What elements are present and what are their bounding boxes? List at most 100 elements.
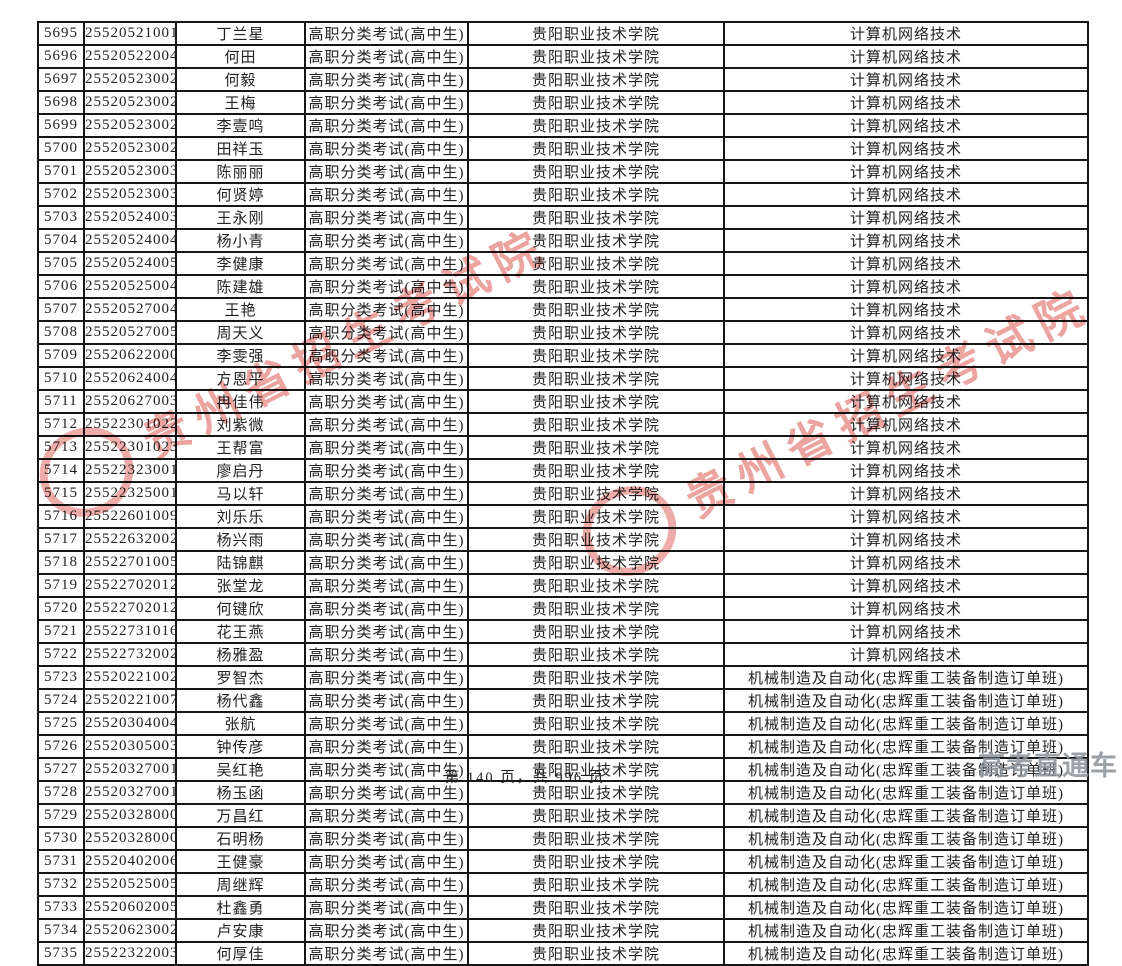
cell-college: 贵阳职业技术学院: [467, 228, 725, 253]
cell-major: 计算机网络技术: [723, 550, 1089, 575]
cell-sequence-number: 5735: [37, 941, 85, 966]
cell-major: 计算机网络技术: [723, 642, 1089, 667]
cell-major: 计算机网络技术: [723, 21, 1089, 46]
cell-college: 贵阳职业技术学院: [467, 550, 725, 575]
table-row: 5713 25522301023021 王帮富 高职分类考试(高中生) 贵阳职业…: [37, 435, 1089, 460]
cell-student-name: 刘紫微: [175, 412, 306, 437]
cell-exam-type: 高职分类考试(高中生): [304, 205, 469, 230]
cell-sequence-number: 5699: [37, 113, 85, 138]
cell-exam-number: 25520524005755: [83, 251, 177, 276]
table-row: 5734 25520623002623 卢安康 高职分类考试(高中生) 贵阳职业…: [37, 918, 1089, 943]
cell-exam-type: 高职分类考试(高中生): [304, 343, 469, 368]
table-row: 5697 25520523002219 何毅 高职分类考试(高中生) 贵阳职业技…: [37, 67, 1089, 92]
cell-exam-number: 25520527005377: [83, 320, 177, 345]
cell-college: 贵阳职业技术学院: [467, 872, 725, 897]
cell-exam-type: 高职分类考试(高中生): [304, 320, 469, 345]
cell-major: 计算机网络技术: [723, 366, 1089, 391]
cell-major: 计算机网络技术: [723, 527, 1089, 552]
table-row: 5718 25522701005238 陆锦麒 高职分类考试(高中生) 贵阳职业…: [37, 550, 1089, 575]
table-row: 5731 25520402006436 王健豪 高职分类考试(高中生) 贵阳职业…: [37, 849, 1089, 874]
cell-sequence-number: 5720: [37, 596, 85, 621]
table-row: 5708 25520527005377 周天义 高职分类考试(高中生) 贵阳职业…: [37, 320, 1089, 345]
cell-sequence-number: 5716: [37, 504, 85, 529]
cell-exam-number: 25522702012437: [83, 596, 177, 621]
cell-sequence-number: 5718: [37, 550, 85, 575]
cell-student-name: 王艳: [175, 297, 306, 322]
cell-student-name: 李健康: [175, 251, 306, 276]
cell-sequence-number: 5705: [37, 251, 85, 276]
cell-major: 计算机网络技术: [723, 251, 1089, 276]
cell-sequence-number: 5712: [37, 412, 85, 437]
cell-college: 贵阳职业技术学院: [467, 596, 725, 621]
cell-exam-type: 高职分类考试(高中生): [304, 527, 469, 552]
cell-exam-type: 高职分类考试(高中生): [304, 550, 469, 575]
cell-exam-number: 25520523003121: [83, 159, 177, 184]
cell-major: 计算机网络技术: [723, 481, 1089, 506]
table-row: 5699 25520523002498 李壹鸣 高职分类考试(高中生) 贵阳职业…: [37, 113, 1089, 138]
cell-major: 机械制造及自动化(忠辉重工装备制造订单班): [723, 688, 1089, 713]
cell-major: 机械制造及自动化(忠辉重工装备制造订单班): [723, 711, 1089, 736]
table-row: 5711 25520627003196 冉佳伟 高职分类考试(高中生) 贵阳职业…: [37, 389, 1089, 414]
cell-major: 计算机网络技术: [723, 159, 1089, 184]
cell-student-name: 陈丽丽: [175, 159, 306, 184]
cell-college: 贵阳职业技术学院: [467, 826, 725, 851]
cell-exam-type: 高职分类考试(高中生): [304, 895, 469, 920]
cell-exam-number: 25520523002219: [83, 67, 177, 92]
cell-sequence-number: 5734: [37, 918, 85, 943]
cell-major: 计算机网络技术: [723, 458, 1089, 483]
cell-student-name: 丁兰星: [175, 21, 306, 46]
cell-sequence-number: 5708: [37, 320, 85, 345]
cell-sequence-number: 5719: [37, 573, 85, 598]
cell-college: 贵阳职业技术学院: [467, 389, 725, 414]
cell-student-name: 何田: [175, 44, 306, 69]
table-row: 5733 25520602005660 杜鑫勇 高职分类考试(高中生) 贵阳职业…: [37, 895, 1089, 920]
cell-exam-type: 高职分类考试(高中生): [304, 228, 469, 253]
cell-sequence-number: 5713: [37, 435, 85, 460]
cell-college: 贵阳职业技术学院: [467, 343, 725, 368]
cell-exam-number: 25520524004668: [83, 228, 177, 253]
cell-exam-number: 25520623002623: [83, 918, 177, 943]
cell-exam-number: 25520327001348: [83, 757, 177, 782]
cell-major: 计算机网络技术: [723, 343, 1089, 368]
cell-college: 贵阳职业技术学院: [467, 90, 725, 115]
cell-major: 计算机网络技术: [723, 44, 1089, 69]
cell-exam-type: 高职分类考试(高中生): [304, 366, 469, 391]
cell-exam-number: 25522702012417: [83, 573, 177, 598]
cell-sequence-number: 5696: [37, 44, 85, 69]
cell-major: 计算机网络技术: [723, 274, 1089, 299]
table-row: 5720 25522702012437 何键欣 高职分类考试(高中生) 贵阳职业…: [37, 596, 1089, 621]
cell-major: 机械制造及自动化(忠辉重工装备制造订单班): [723, 757, 1089, 782]
cell-student-name: 万昌红: [175, 803, 306, 828]
cell-college: 贵阳职业技术学院: [467, 688, 725, 713]
cell-college: 贵阳职业技术学院: [467, 297, 725, 322]
cell-college: 贵阳职业技术学院: [467, 412, 725, 437]
table-row: 5710 25520624004031 方恩平 高职分类考试(高中生) 贵阳职业…: [37, 366, 1089, 391]
cell-sequence-number: 5703: [37, 205, 85, 230]
cell-college: 贵阳职业技术学院: [467, 918, 725, 943]
cell-student-name: 卢安康: [175, 918, 306, 943]
table-row: 5704 25520524004668 杨小青 高职分类考试(高中生) 贵阳职业…: [37, 228, 1089, 253]
cell-exam-type: 高职分类考试(高中生): [304, 918, 469, 943]
cell-exam-type: 高职分类考试(高中生): [304, 67, 469, 92]
table-row: 5735 25522322003317 何厚佳 高职分类考试(高中生) 贵阳职业…: [37, 941, 1089, 966]
cell-student-name: 何贤婷: [175, 182, 306, 207]
cell-exam-type: 高职分类考试(高中生): [304, 734, 469, 759]
cell-student-name: 冉佳伟: [175, 389, 306, 414]
cell-sequence-number: 5721: [37, 619, 85, 644]
table-row: 5722 25522732002279 杨雅盈 高职分类考试(高中生) 贵阳职业…: [37, 642, 1089, 667]
cell-sequence-number: 5711: [37, 389, 85, 414]
table-row: 5721 25522731016092 花王燕 高职分类考试(高中生) 贵阳职业…: [37, 619, 1089, 644]
table-row: 5695 25520521001146 丁兰星 高职分类考试(高中生) 贵阳职业…: [37, 21, 1089, 46]
cell-exam-type: 高职分类考试(高中生): [304, 90, 469, 115]
cell-college: 贵阳职业技术学院: [467, 67, 725, 92]
cell-exam-number: 25522701005238: [83, 550, 177, 575]
cell-exam-number: 25520221007747: [83, 688, 177, 713]
cell-exam-type: 高职分类考试(高中生): [304, 113, 469, 138]
cell-college: 贵阳职业技术学院: [467, 205, 725, 230]
cell-sequence-number: 5733: [37, 895, 85, 920]
cell-exam-number: 25520527004716: [83, 297, 177, 322]
cell-major: 机械制造及自动化(忠辉重工装备制造订单班): [723, 895, 1089, 920]
table-row: 5732 25520525005996 周继辉 高职分类考试(高中生) 贵阳职业…: [37, 872, 1089, 897]
cell-sequence-number: 5725: [37, 711, 85, 736]
cell-college: 贵阳职业技术学院: [467, 159, 725, 184]
